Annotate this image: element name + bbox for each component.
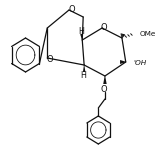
Text: O: O [69,4,75,13]
Text: O: O [101,22,107,31]
Polygon shape [80,34,82,40]
Text: O: O [101,85,107,94]
Text: OMe: OMe [140,31,156,37]
Text: H: H [78,27,84,36]
Polygon shape [120,60,126,64]
Text: 'OH: 'OH [133,60,147,66]
Polygon shape [83,65,85,72]
Polygon shape [103,76,107,84]
Text: H: H [80,70,86,79]
Text: O: O [47,55,53,64]
